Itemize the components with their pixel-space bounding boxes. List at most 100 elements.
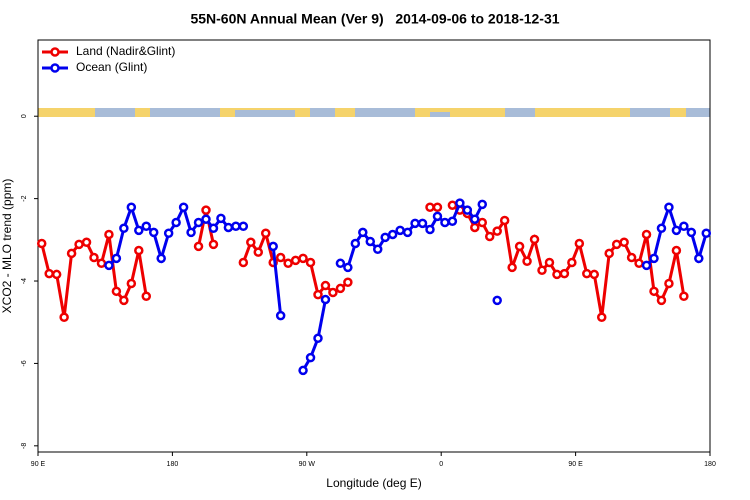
data-point xyxy=(440,217,450,228)
data-point xyxy=(686,227,697,238)
data-point xyxy=(81,237,92,248)
data-point xyxy=(74,239,84,250)
x-tick-label: 90 E xyxy=(31,461,46,468)
data-point xyxy=(410,218,420,229)
data-point xyxy=(275,310,286,321)
data-point xyxy=(89,252,99,263)
data-point xyxy=(477,217,488,228)
data-point xyxy=(671,245,682,256)
data-point xyxy=(275,252,286,263)
data-point xyxy=(216,213,226,224)
data-point xyxy=(104,229,114,240)
y-axis-label: XCO2 - MLO trend (ppm) xyxy=(0,179,14,314)
data-point xyxy=(634,258,644,269)
data-point xyxy=(402,227,413,238)
data-point xyxy=(671,225,682,236)
legend-label: Ocean (Glint) xyxy=(76,60,147,74)
data-point xyxy=(552,269,562,280)
data-point xyxy=(470,214,480,224)
data-point xyxy=(492,226,502,236)
data-point xyxy=(313,289,323,300)
y-tick-label: -8 xyxy=(21,443,28,449)
data-point xyxy=(567,257,577,268)
data-point xyxy=(134,225,144,236)
data-point xyxy=(193,241,204,252)
data-point xyxy=(514,241,525,252)
data-point xyxy=(238,221,249,231)
data-point xyxy=(664,202,674,213)
data-point xyxy=(305,352,316,363)
data-point xyxy=(664,278,674,289)
data-point xyxy=(611,239,622,250)
data-point xyxy=(477,199,488,210)
data-point xyxy=(163,228,174,238)
data-point xyxy=(484,231,495,242)
data-point xyxy=(626,252,637,263)
data-point xyxy=(432,211,443,222)
data-point xyxy=(350,238,361,249)
data-point xyxy=(51,269,62,280)
data-point xyxy=(335,283,346,294)
x-tick-label: 180 xyxy=(167,461,179,468)
data-point xyxy=(679,291,689,302)
data-point xyxy=(596,312,607,323)
data-point xyxy=(462,205,473,215)
x-tick-label: 0 xyxy=(439,461,443,468)
data-point xyxy=(641,260,652,271)
data-point xyxy=(186,227,196,238)
data-point xyxy=(96,258,107,269)
data-point xyxy=(178,202,189,213)
data-point xyxy=(529,234,540,245)
x-tick-label: 90 W xyxy=(299,461,316,468)
data-point xyxy=(395,225,405,236)
data-point xyxy=(111,286,122,297)
data-point xyxy=(417,218,428,229)
x-tick-label: 180 xyxy=(704,461,716,468)
data-point xyxy=(298,365,308,376)
data-point xyxy=(425,202,435,213)
data-point xyxy=(492,295,502,306)
data-point xyxy=(126,278,137,289)
data-point xyxy=(589,269,600,280)
data-point xyxy=(156,253,166,264)
data-point xyxy=(649,253,659,264)
chart-title: 55N-60N Annual Mean (Ver 9) 2014-09-06 t… xyxy=(190,11,559,27)
data-point xyxy=(320,294,331,305)
data-point xyxy=(365,236,376,247)
x-tick-label: 90 E xyxy=(568,461,583,468)
data-point xyxy=(425,224,435,235)
data-point xyxy=(320,280,331,291)
data-point xyxy=(231,221,241,231)
data-point xyxy=(380,232,390,243)
data-point xyxy=(171,217,181,228)
data-point xyxy=(447,200,458,210)
data-point xyxy=(66,248,77,259)
data-point xyxy=(343,277,353,288)
data-point xyxy=(387,229,398,240)
data-point xyxy=(208,239,219,250)
y-tick-label: -4 xyxy=(21,278,28,284)
data-point xyxy=(335,258,346,269)
legend-marker xyxy=(50,63,60,73)
data-point xyxy=(358,227,368,238)
y-tick-label: -6 xyxy=(21,360,28,366)
data-point xyxy=(522,256,532,266)
data-point xyxy=(582,268,592,279)
data-point xyxy=(223,222,234,233)
data-point xyxy=(260,228,271,238)
data-point xyxy=(507,262,517,273)
data-point xyxy=(290,255,301,266)
data-point xyxy=(455,198,465,208)
data-point xyxy=(298,253,308,264)
data-point xyxy=(36,238,47,249)
legend-label: Land (Nadir&Glint) xyxy=(76,44,175,58)
data-point xyxy=(283,258,293,269)
data-point xyxy=(246,237,256,248)
data-point xyxy=(604,248,614,259)
data-point xyxy=(305,257,316,268)
data-point xyxy=(641,229,652,240)
data-point xyxy=(574,238,585,249)
legend-marker xyxy=(50,47,60,57)
data-point xyxy=(141,221,152,231)
data-point xyxy=(372,244,383,255)
